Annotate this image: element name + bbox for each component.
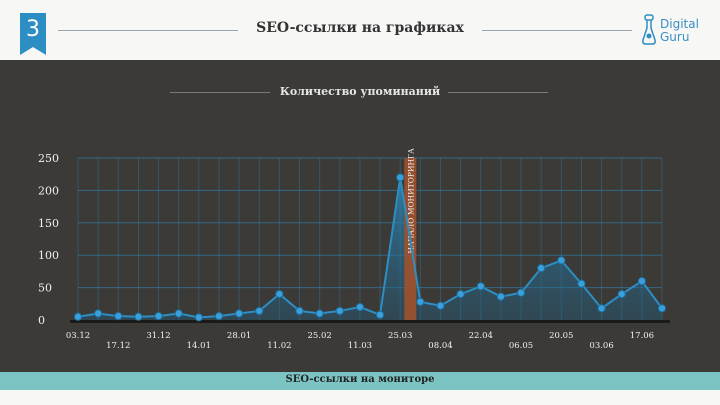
x-tick-label: 11.02 — [267, 341, 291, 351]
y-tick-label: 0 — [38, 314, 45, 327]
data-point — [154, 312, 163, 321]
x-tick-label: 08.04 — [428, 341, 452, 351]
data-point — [134, 312, 143, 321]
y-tick-label: 200 — [38, 184, 59, 197]
data-point — [375, 310, 385, 319]
mentions-area-chart: НАЧАЛО МОНИТОРИНГА 0 50 100 150 200 250 03.12 1… — [38, 148, 670, 351]
data-point — [355, 302, 365, 312]
logo-text-line2: Guru — [660, 30, 690, 44]
data-point — [577, 279, 586, 288]
data-point — [275, 289, 284, 299]
data-point — [235, 309, 244, 318]
x-tick-label: 22.04 — [469, 331, 493, 341]
data-point — [255, 306, 264, 316]
series-area — [78, 177, 662, 320]
data-point — [456, 289, 465, 299]
data-point — [557, 256, 566, 265]
x-tick-label: 03.06 — [589, 341, 613, 351]
x-tick-label: 25.02 — [307, 331, 331, 341]
data-point — [295, 306, 304, 316]
x-tick-label: 14.01 — [187, 341, 211, 351]
data-point — [214, 312, 224, 321]
x-tick-label: 28.01 — [227, 331, 251, 341]
data-point — [315, 309, 324, 318]
data-point — [174, 309, 183, 318]
x-tick-label: 31.12 — [146, 331, 170, 341]
chart-title-rule-right — [448, 92, 548, 93]
x-tick-label: 17.06 — [630, 331, 654, 341]
data-point — [416, 297, 425, 306]
data-point — [476, 282, 485, 291]
data-point — [537, 264, 546, 273]
header-divider-left — [58, 30, 238, 31]
logo-text: Digital Guru — [660, 18, 699, 44]
slide-number-badge: 3 — [20, 13, 46, 55]
x-axis-baseline — [70, 320, 670, 323]
data-point — [516, 288, 526, 297]
data-point — [73, 312, 83, 321]
data-point — [496, 292, 505, 301]
slide-title: SEO-ссылки на графиках — [256, 20, 464, 36]
y-tick-label: 250 — [38, 152, 59, 165]
data-point — [436, 301, 445, 310]
x-tick-label: 06.05 — [509, 341, 533, 351]
y-tick-label: 100 — [38, 249, 59, 262]
footer-bottom-strip — [0, 390, 720, 405]
footer-caption: SEO-ссылки на мониторе — [285, 374, 435, 385]
data-point — [396, 173, 405, 182]
digital-guru-logo: Digital Guru — [642, 14, 710, 48]
data-point — [94, 309, 103, 318]
x-tick-label: 11.03 — [348, 341, 372, 351]
x-tick-label: 20.05 — [549, 331, 573, 341]
data-point — [114, 312, 123, 321]
header-divider-right — [482, 30, 632, 31]
footer-bar — [0, 372, 720, 390]
data-point — [637, 277, 646, 286]
x-tick-label: 25.03 — [388, 331, 412, 341]
data-point — [657, 304, 667, 313]
data-point — [617, 289, 626, 299]
chart-title-rule-left — [170, 92, 270, 93]
logo-text-line1: Digital — [660, 17, 699, 31]
data-point — [194, 313, 203, 322]
data-point — [335, 306, 344, 316]
monitoring-start-label: НАЧАЛО МОНИТОРИНГА — [406, 148, 415, 254]
x-tick-label: 17.12 — [106, 341, 130, 351]
chart-title: Количество упоминаний — [279, 85, 441, 98]
y-tick-label: 50 — [38, 282, 52, 295]
x-tick-label: 03.12 — [66, 331, 90, 341]
y-tick-label: 150 — [38, 217, 59, 230]
data-point — [597, 304, 606, 313]
logo-flask-icon — [642, 14, 656, 45]
